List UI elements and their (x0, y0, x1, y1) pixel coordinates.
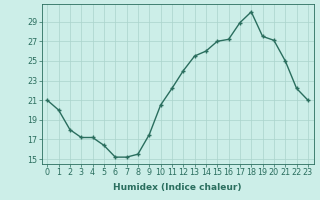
X-axis label: Humidex (Indice chaleur): Humidex (Indice chaleur) (113, 183, 242, 192)
